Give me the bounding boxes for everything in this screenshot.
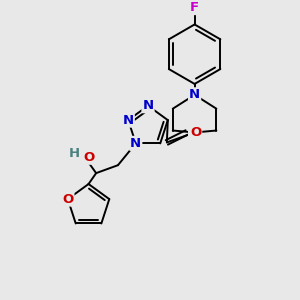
Text: O: O [62, 193, 74, 206]
Text: F: F [190, 1, 199, 14]
Text: N: N [130, 137, 141, 150]
Text: N: N [189, 88, 200, 101]
Text: O: O [190, 126, 201, 139]
Text: H: H [69, 147, 80, 160]
Text: N: N [142, 99, 154, 112]
Text: N: N [123, 114, 134, 127]
Text: O: O [84, 151, 95, 164]
Text: N: N [189, 126, 200, 139]
